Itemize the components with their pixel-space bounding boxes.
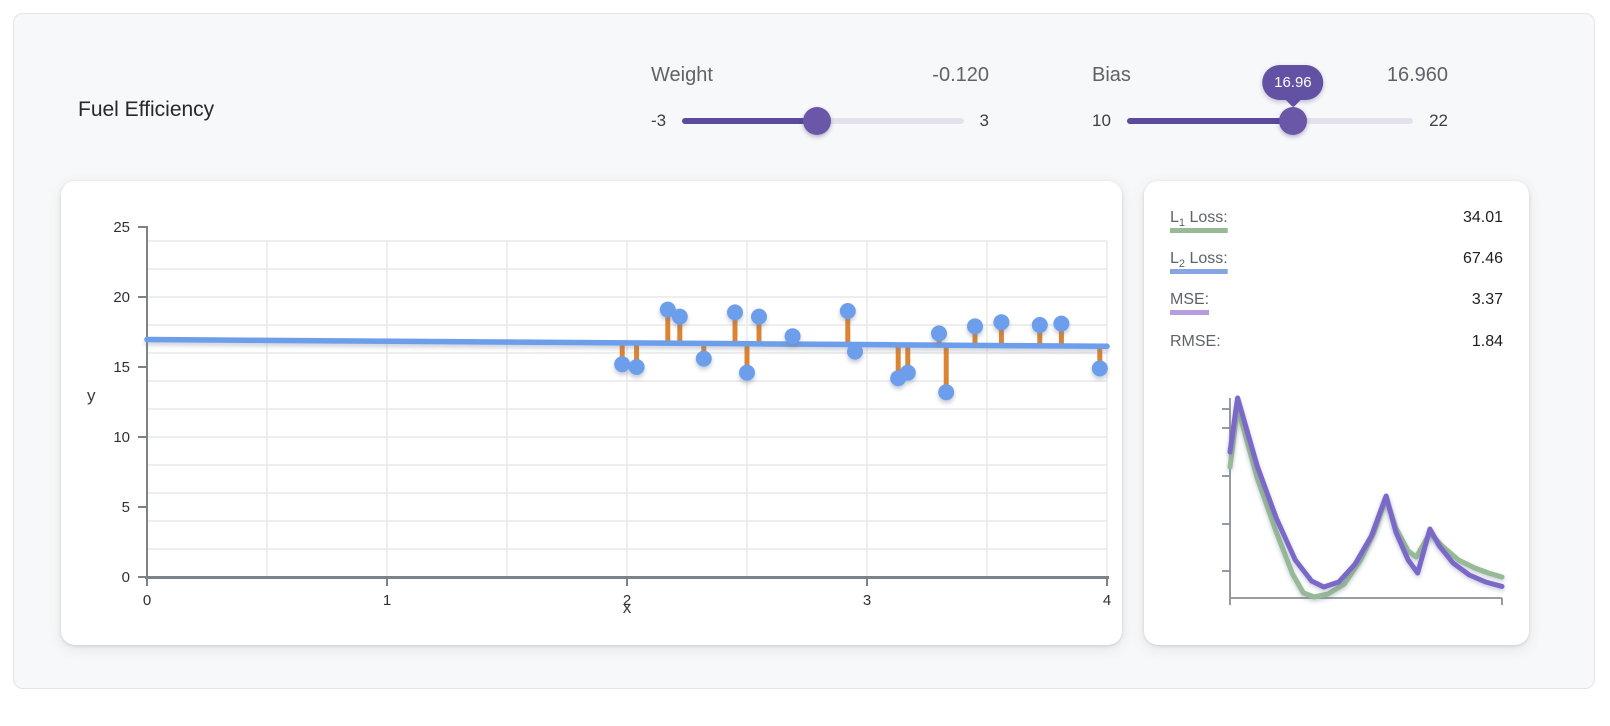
metric-row-rmse: RMSE: 1.84 bbox=[1170, 333, 1503, 353]
svg-text:25: 25 bbox=[113, 219, 130, 236]
rmse-value: 1.84 bbox=[1471, 332, 1503, 350]
bias-max-label: 22 bbox=[1429, 111, 1448, 130]
bias-value: 16.960 bbox=[1386, 64, 1448, 86]
svg-text:2: 2 bbox=[623, 592, 631, 609]
bias-value-tooltip: 16.96 bbox=[1262, 65, 1324, 108]
rmse-label: RMSE: bbox=[1170, 332, 1221, 350]
page-title: Fuel Efficiency bbox=[78, 98, 215, 121]
l2-loss-value: 67.46 bbox=[1462, 250, 1503, 268]
loss-history-chart bbox=[1222, 395, 1505, 605]
l1-loss-label: L1 Loss: bbox=[1170, 209, 1228, 230]
svg-text:3: 3 bbox=[863, 592, 871, 609]
svg-text:5: 5 bbox=[122, 499, 130, 516]
metric-row-mse: MSE: 3.37 bbox=[1170, 291, 1503, 311]
metric-row-l2-loss: L2 Loss: 67.46 bbox=[1170, 250, 1503, 270]
app-card: Fuel Efficiency Weight -0.120 -3 3 Bias … bbox=[13, 13, 1595, 689]
mse-label: MSE: bbox=[1170, 291, 1210, 309]
weight-label: Weight bbox=[651, 64, 713, 86]
bias-tooltip-value: 16.96 bbox=[1274, 74, 1312, 91]
svg-text:20: 20 bbox=[113, 289, 130, 306]
loss-metrics-panel: L1 Loss: 34.01 L2 Loss: 67.46 MSE: 3.37 … bbox=[1144, 181, 1529, 645]
weight-slider-track[interactable] bbox=[682, 107, 964, 135]
tooltip-tail-icon bbox=[1284, 90, 1302, 108]
bias-slider-thumb[interactable] bbox=[1278, 107, 1307, 135]
bias-label: Bias bbox=[1092, 64, 1131, 86]
weight-slider-fill bbox=[682, 118, 818, 124]
svg-text:0: 0 bbox=[122, 569, 130, 586]
l2-loss-label: L2 Loss: bbox=[1170, 250, 1228, 271]
svg-text:15: 15 bbox=[113, 359, 130, 376]
svg-text:x: x bbox=[623, 598, 632, 617]
weight-value: -0.120 bbox=[932, 64, 989, 86]
scatter-chart-panel: 0 5 10 15 20 25 0 1 2 3 4 y x bbox=[61, 181, 1122, 645]
svg-text:10: 10 bbox=[113, 429, 130, 446]
svg-text:1: 1 bbox=[383, 592, 391, 609]
svg-text:y: y bbox=[87, 386, 96, 405]
weight-slider-thumb[interactable] bbox=[803, 107, 832, 135]
weight-slider-group: Weight -0.120 -3 3 bbox=[651, 64, 989, 135]
svg-text:0: 0 bbox=[143, 592, 151, 609]
l1-loss-value: 34.01 bbox=[1462, 209, 1503, 226]
scatter-chart: 0 5 10 15 20 25 0 1 2 3 4 y x bbox=[87, 219, 1111, 617]
metric-row-l1-loss: L1 Loss: 34.01 bbox=[1170, 209, 1503, 229]
bias-min-label: 10 bbox=[1092, 111, 1111, 130]
weight-min-label: -3 bbox=[651, 111, 667, 130]
bias-slider-group: Bias 16.960 10 16.96 22 bbox=[1092, 64, 1448, 135]
bias-slider-fill bbox=[1126, 118, 1293, 124]
bias-slider-track[interactable]: 16.96 bbox=[1126, 65, 1414, 135]
svg-text:4: 4 bbox=[1103, 592, 1111, 609]
mse-value: 3.37 bbox=[1471, 291, 1503, 309]
weight-max-label: 3 bbox=[979, 111, 989, 130]
